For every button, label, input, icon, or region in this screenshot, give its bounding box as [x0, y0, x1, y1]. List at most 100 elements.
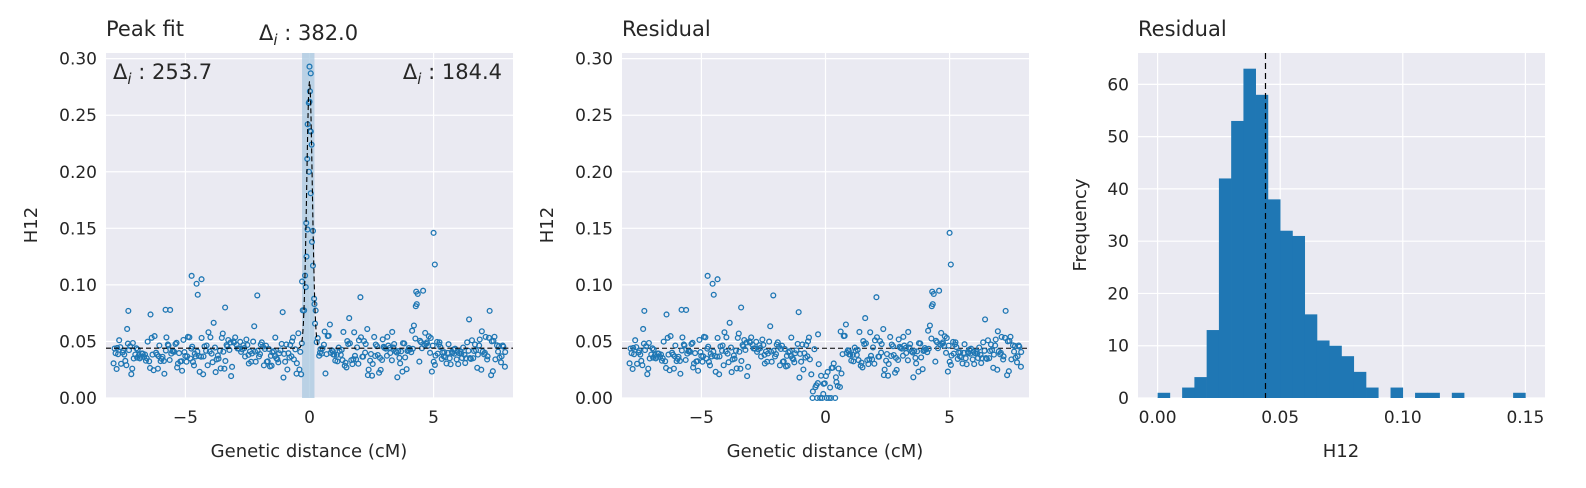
histogram-bar: [1451, 392, 1465, 398]
data-point: [468, 337, 476, 344]
data-point: [878, 349, 885, 356]
data-point: [641, 307, 648, 314]
data-point: [1016, 343, 1023, 350]
data-point: [672, 342, 679, 349]
data-point: [784, 362, 791, 369]
data-point: [688, 340, 695, 348]
data-point: [265, 345, 272, 353]
data-point: [252, 358, 259, 365]
data-point: [308, 238, 316, 245]
data-point: [396, 354, 403, 361]
data-point: [660, 338, 667, 345]
data-point: [971, 361, 978, 368]
data-point: [489, 368, 496, 375]
data-point: [156, 342, 163, 349]
histogram-bars: [1157, 68, 1526, 399]
data-point: [932, 358, 939, 365]
data-point: [733, 365, 740, 372]
data-point: [211, 344, 218, 351]
data-point: [841, 332, 848, 339]
data-point: [702, 334, 709, 341]
data-point: [780, 358, 787, 365]
data-point: [645, 365, 652, 372]
data-point: [917, 340, 924, 347]
x-tick-label: 0.05: [1261, 408, 1299, 428]
data-point: [695, 367, 702, 374]
data-point: [632, 337, 639, 344]
data-point: [1001, 334, 1009, 341]
data-point: [633, 344, 640, 351]
data-point: [197, 353, 205, 360]
data-point: [461, 351, 468, 358]
data-point: [1013, 359, 1021, 366]
data-point: [447, 361, 454, 368]
data-point: [938, 329, 945, 336]
data-point: [280, 374, 287, 381]
data-point: [395, 347, 402, 355]
histogram-bar: [1427, 392, 1440, 398]
data-point: [355, 360, 362, 367]
data-point: [267, 352, 274, 359]
data-point: [796, 374, 803, 381]
data-point: [649, 345, 656, 352]
data-point: [706, 362, 714, 369]
data-point: [808, 371, 815, 378]
annotation-center: Δi : 382.0: [259, 21, 358, 49]
y-tick-label: 0.30: [575, 50, 613, 70]
data-point: [181, 349, 188, 356]
data-point: [368, 372, 376, 379]
histogram-bar: [1390, 387, 1404, 398]
data-point: [465, 347, 472, 354]
data-point: [431, 261, 438, 268]
data-point: [172, 340, 179, 348]
data-point: [420, 287, 427, 294]
histogram-bar: [1243, 68, 1256, 398]
y-tick-label: 0.25: [59, 106, 97, 126]
data-point: [1000, 356, 1007, 363]
y-tick-label: 50: [1107, 128, 1129, 148]
data-point: [173, 339, 180, 346]
data-point: [260, 362, 267, 369]
data-point: [815, 331, 822, 338]
data-point: [146, 358, 153, 365]
data-point: [430, 229, 437, 236]
data-point: [772, 351, 780, 358]
histogram-bar: [1316, 340, 1330, 398]
data-point: [151, 333, 158, 340]
data-point: [913, 360, 920, 367]
data-point: [200, 353, 207, 360]
data-point: [725, 359, 732, 366]
data-point: [745, 363, 752, 370]
histogram-bar: [1292, 235, 1306, 398]
data-point: [428, 368, 435, 375]
data-point: [748, 334, 755, 341]
data-point: [162, 306, 169, 313]
data-point: [485, 334, 493, 341]
data-point: [679, 334, 686, 341]
histogram-bar: [1218, 178, 1232, 398]
data-point: [153, 351, 161, 358]
data-point: [501, 363, 508, 370]
data-point: [738, 357, 745, 364]
x-tick-labels: −5 0 5: [173, 408, 439, 428]
data-point: [761, 351, 768, 358]
y-tick-label: 0: [1118, 389, 1129, 409]
data-point: [953, 343, 960, 351]
data-point: [284, 366, 291, 373]
data-point: [757, 345, 764, 352]
x-tick-label: 0: [304, 408, 315, 428]
data-point: [824, 368, 831, 376]
data-points: [626, 229, 1025, 402]
data-point: [947, 261, 954, 268]
data-point: [641, 347, 649, 354]
data-point: [250, 338, 257, 345]
y-tick-label: 40: [1107, 180, 1129, 200]
data-point: [437, 343, 444, 351]
data-point: [129, 340, 136, 347]
data-point: [714, 334, 721, 341]
data-point: [117, 344, 124, 351]
data-point: [331, 351, 338, 358]
data-point: [486, 307, 493, 314]
data-point: [977, 351, 984, 358]
data-point: [254, 292, 261, 299]
